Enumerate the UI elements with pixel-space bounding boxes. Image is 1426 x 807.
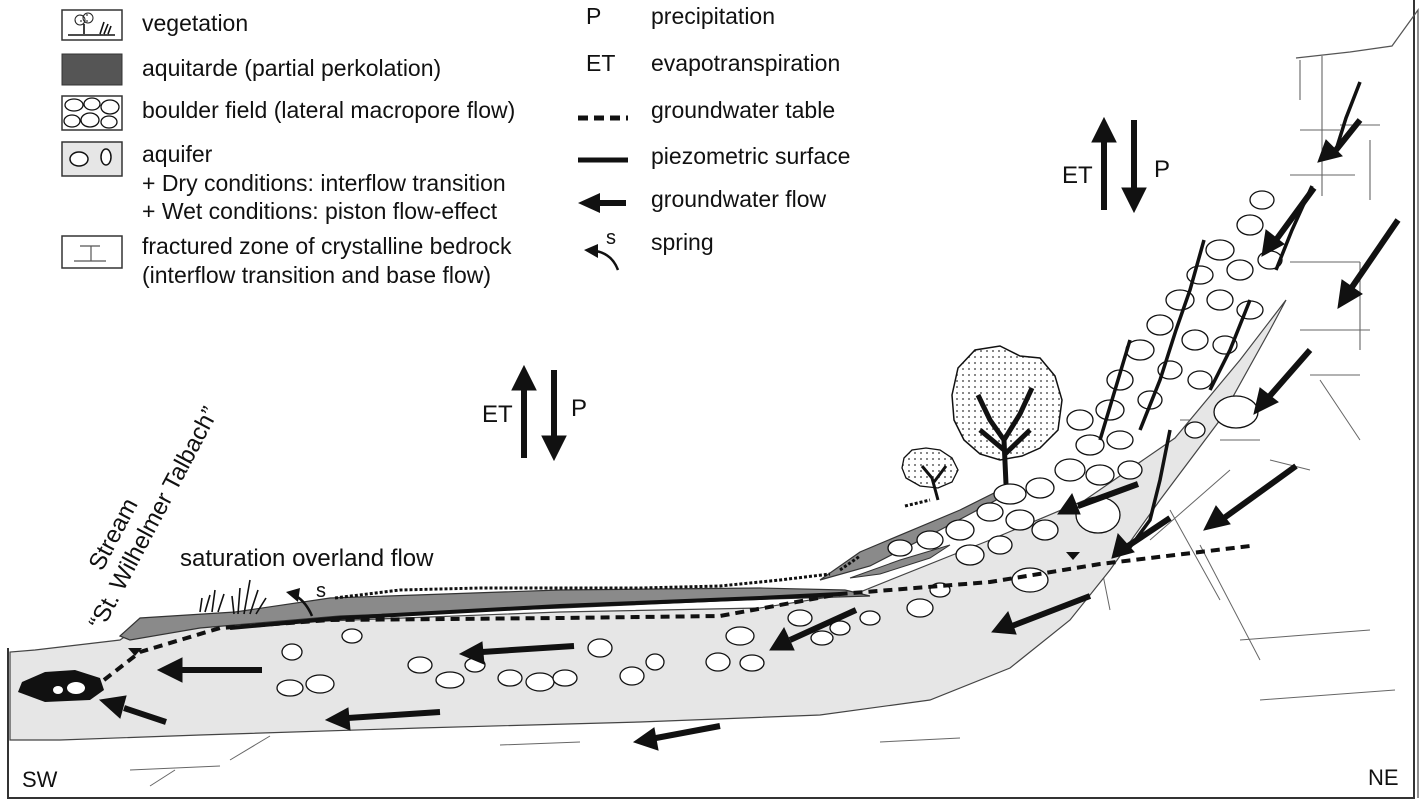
- section-frame: [7, 0, 1415, 799]
- legend-aquitard-label: aquitarde (partial perkolation): [142, 55, 441, 81]
- boulder-swatch: [61, 95, 123, 131]
- stream-channel: [18, 670, 104, 702]
- legend-groundwater-table-label: groundwater table: [651, 97, 835, 123]
- aquitard-swatch: [61, 53, 123, 86]
- flow-arrow-icon: [324, 707, 441, 731]
- legend-boulder-label: boulder field (lateral macropore flow): [142, 97, 515, 123]
- aquifer-swatch: [61, 141, 123, 177]
- small-tree: [901, 447, 959, 501]
- et-p-arrows-upper: [1091, 116, 1147, 214]
- vegetation-swatch: [61, 9, 123, 41]
- flow-arrow-icon: [1337, 218, 1401, 309]
- legend-p-symbol: P: [586, 3, 601, 29]
- groundwater-flow-arrows: [98, 118, 1401, 751]
- bedrock-zone: [129, 7, 1419, 798]
- flow-arrow-icon: [769, 607, 858, 651]
- water-level-marker: [128, 648, 142, 656]
- legend-evapotranspiration-label: evapotranspiration: [651, 50, 840, 76]
- spring-label: s: [316, 580, 326, 602]
- legend-spring-arrow-icon: s: [584, 227, 620, 271]
- legend-bedrock-sub-label: (interflow transition and base flow): [142, 262, 491, 288]
- flow-arrow-icon: [1057, 481, 1140, 515]
- reeds: [199, 579, 267, 615]
- flow-arrow-icon: [1203, 463, 1298, 531]
- flow-arrow-icon: [1253, 348, 1313, 415]
- et-label-upper: ET: [1062, 162, 1093, 189]
- legend-right: P ET s precipitation evapotranspiration …: [578, 3, 850, 271]
- legend-left: vegetation aquitarde (partial perkolatio…: [61, 9, 515, 288]
- flow-arrow-icon: [98, 695, 167, 725]
- overland-flow-label: saturation overland flow: [180, 545, 434, 572]
- spring-icon: [286, 588, 314, 617]
- flow-arrow-icon: [1317, 118, 1363, 163]
- stream-label-line2: “St. Wilhelmer Talbach”: [84, 403, 224, 634]
- ne-label: NE: [1368, 765, 1399, 790]
- aquifer-boulders: [276, 582, 951, 697]
- boulder-field: [887, 190, 1283, 593]
- stream-label: Stream “St. Wilhelmer Talbach”: [83, 403, 224, 634]
- legend-precipitation-label: precipitation: [651, 3, 775, 29]
- legend-spring-label: spring: [651, 229, 714, 255]
- legend-aquifer-label: aquifer: [142, 141, 213, 167]
- flow-arrow-icon: [991, 593, 1092, 635]
- legend-spring-s: s: [606, 227, 616, 249]
- grass-strip: [334, 498, 931, 600]
- flow-arrow-icon: [156, 657, 262, 683]
- water-level-marker-2: [1066, 552, 1080, 560]
- flow-arrow-icon: [1111, 515, 1172, 559]
- bedrock-swatch: [61, 235, 123, 269]
- legend-piezometric-label: piezometric surface: [651, 143, 850, 169]
- sw-label: SW: [22, 767, 58, 792]
- et-p-arrows-lower: [511, 364, 567, 462]
- flow-arrow-icon: [1261, 186, 1317, 257]
- legend-aquifer-wet-label: + Wet conditions: piston flow-effect: [142, 198, 498, 224]
- legend-vegetation-label: vegetation: [142, 10, 248, 36]
- legend-arrow-icon: [578, 193, 626, 213]
- legend-bedrock-label: fractured zone of crystalline bedrock: [142, 233, 512, 259]
- et-label-lower: ET: [482, 401, 513, 428]
- large-tree: [951, 345, 1063, 485]
- legend-et-symbol: ET: [586, 50, 615, 76]
- legend-groundwater-flow-label: groundwater flow: [651, 186, 827, 212]
- p-label-lower: P: [571, 395, 587, 422]
- p-label-upper: P: [1154, 156, 1170, 183]
- flow-arrow-icon: [458, 641, 575, 665]
- flow-arrow-icon: [632, 723, 721, 751]
- legend-aquifer-dry-label: + Dry conditions: interflow transition: [142, 170, 506, 196]
